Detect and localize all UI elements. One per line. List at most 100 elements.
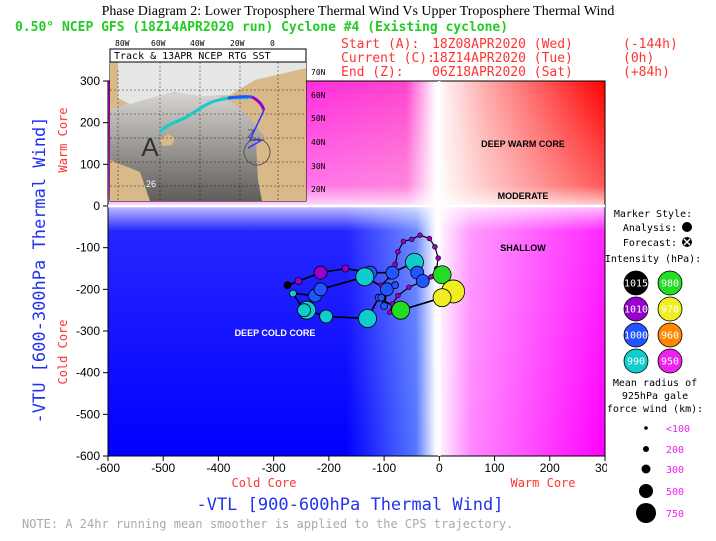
inset-track-mid <box>227 95 253 100</box>
intensity-label: 1015 <box>624 279 648 290</box>
trajectory-point <box>297 303 311 318</box>
trajectory-point <box>283 281 292 290</box>
intensity-label: 950 <box>661 357 679 368</box>
trajectory-point <box>289 289 297 298</box>
radius-title-line3: force wind (km): <box>607 404 703 415</box>
time-info: Start (A): 18Z08APR2020 (Wed) (-144h) Cu… <box>341 37 678 80</box>
trajectory-point <box>415 274 430 288</box>
trajectory-point <box>379 282 394 297</box>
radius-label: <100 <box>666 424 690 435</box>
plot-frame <box>107 80 606 457</box>
y-warm-core-label: Warm Core <box>56 107 70 172</box>
y-tick-label: 200 <box>80 116 100 130</box>
lon-label-80w: 80W <box>115 39 130 48</box>
trajectory-point <box>377 293 386 302</box>
lat-label-30n: 30N <box>311 162 326 171</box>
intensity-title: Intensity (hPa): <box>605 254 701 265</box>
legend-background <box>607 206 700 529</box>
y-tick-label: -500 <box>76 407 100 421</box>
y-axis-label: -VTU [600-300hPa Thermal Wind] <box>30 116 50 423</box>
shallow-label: SHALLOW <box>500 243 546 253</box>
y-tick-label: 0 <box>93 199 100 213</box>
marker-style-title: Marker Style: <box>614 209 692 220</box>
inset-ocean <box>110 92 283 201</box>
inset-track-late <box>251 95 266 111</box>
trajectory-point <box>294 277 303 285</box>
lat-label-70n: 70N <box>311 68 326 77</box>
inset-land-east <box>256 134 283 201</box>
x-warm-core-label: Warm Core <box>510 476 575 490</box>
intensity-swatch <box>623 270 649 296</box>
inset-track-forecast <box>247 109 265 149</box>
intensity-swatch <box>657 322 683 348</box>
inset-title-bar <box>109 48 307 63</box>
start-date: 18Z08APR2020 (Wed) <box>432 37 573 52</box>
intensity-label: 980 <box>661 279 679 290</box>
lon-label-20w: 20W <box>230 39 245 48</box>
current-date: 18Z14APR2020 (Tue) <box>432 51 573 66</box>
forecast-point <box>432 244 438 250</box>
current-label: Current (C): <box>341 51 435 66</box>
radius-label: 750 <box>666 509 684 520</box>
lon-label-60w: 60W <box>151 39 166 48</box>
axes: -600 -500 -400 -300 -200 -100 0 100 200 300 -600 -5… <box>76 74 615 475</box>
x-tick-label: -600 <box>96 461 120 475</box>
intensity-swatch <box>623 322 649 348</box>
y-tick-label: -300 <box>76 324 100 338</box>
trajectory-point <box>319 309 334 324</box>
x-axis-label: -VTL [900-600hPa Thermal Wind] <box>196 495 503 515</box>
forecast-point <box>395 249 401 255</box>
intensity-swatch <box>657 296 683 322</box>
trajectory-point <box>358 309 377 328</box>
smoothing-note: NOTE: A 24hr running mean smoother is ap… <box>22 517 513 531</box>
trajectory-point <box>380 302 389 310</box>
y-tick-label: -600 <box>76 449 100 463</box>
x-tick-label: -300 <box>262 461 286 475</box>
analysis-marker-icon <box>682 222 692 232</box>
radius-label: 500 <box>666 487 684 498</box>
lat-label-50n: 50N <box>311 114 326 123</box>
x-tick-label: 100 <box>485 461 505 475</box>
inset-parallels <box>110 89 306 187</box>
lon-label-0: 0 <box>270 39 275 48</box>
radius-title-line2: 925hPa gale <box>622 391 688 402</box>
forecast-point <box>426 235 433 242</box>
x-tick-label: -500 <box>151 461 175 475</box>
lat-label-20n: 20N <box>311 185 326 194</box>
x-tick-label: -100 <box>372 461 396 475</box>
inset-title: Track & 13APR NCEP RTG SST <box>114 51 271 62</box>
intensity-swatch <box>623 296 649 322</box>
moderate-label: MODERATE <box>498 191 549 201</box>
radius-label: 300 <box>666 465 684 476</box>
radius-title-line1: Mean radius of <box>613 378 697 389</box>
radius-legend: <100 200 300 500 750 <box>636 424 690 523</box>
trajectory-point <box>313 282 328 297</box>
trajectory-point <box>385 265 400 280</box>
x-tick-label: 0 <box>436 461 443 475</box>
sst-isotherm-label: 26 <box>146 179 156 189</box>
inset-arctic <box>118 62 306 104</box>
forecast-point <box>400 238 407 245</box>
y-tick-label: -100 <box>76 241 100 255</box>
start-offset: (-144h) <box>623 37 678 52</box>
intensity-legend: 1015 980 1010 970 1000 960 990 950 <box>623 270 683 374</box>
lon-label-40w: 40W <box>190 39 205 48</box>
lat-label-40n: 40N <box>311 138 326 147</box>
trajectory-point <box>391 281 400 290</box>
intensity-label: 970 <box>661 305 679 316</box>
forecast-label: Forecast: <box>623 238 677 249</box>
radius-swatch <box>641 464 651 474</box>
intensity-swatch <box>657 270 683 296</box>
intensity-swatch <box>623 348 649 374</box>
trajectory-point <box>355 267 375 287</box>
deep-warm-core-label: DEEP WARM CORE <box>481 139 565 149</box>
intensity-label: 1000 <box>624 331 648 342</box>
end-date: 06Z18APR2020 (Sat) <box>432 65 573 80</box>
trajectory-point <box>432 265 452 285</box>
inset-marker-z: Z <box>247 127 254 141</box>
end-offset: (+84h) <box>623 65 670 80</box>
y-cold-core-label: Cold Core <box>56 319 70 384</box>
forecast-point <box>395 292 401 299</box>
x-tick-label: -200 <box>317 461 341 475</box>
forecast-point <box>409 236 415 243</box>
